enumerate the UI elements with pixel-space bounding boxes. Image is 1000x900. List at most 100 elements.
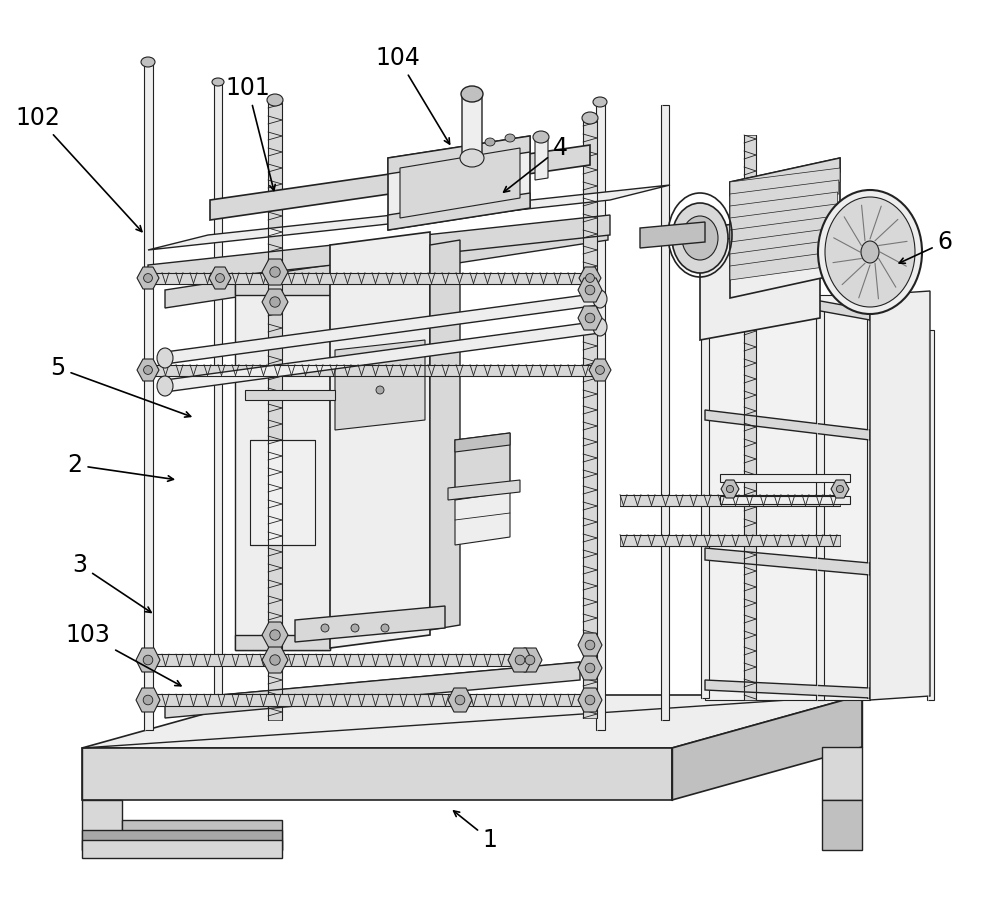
Polygon shape <box>165 293 600 364</box>
Ellipse shape <box>485 138 495 146</box>
Polygon shape <box>165 662 590 708</box>
Ellipse shape <box>381 624 389 632</box>
Polygon shape <box>330 232 430 648</box>
Polygon shape <box>730 204 836 232</box>
Polygon shape <box>137 267 159 289</box>
Polygon shape <box>148 215 610 285</box>
Ellipse shape <box>593 97 607 107</box>
Polygon shape <box>136 648 160 672</box>
Ellipse shape <box>321 624 329 632</box>
Polygon shape <box>596 100 604 730</box>
Polygon shape <box>640 222 705 248</box>
Polygon shape <box>579 267 601 289</box>
Polygon shape <box>262 259 288 285</box>
Ellipse shape <box>585 285 595 295</box>
Polygon shape <box>583 118 597 718</box>
Polygon shape <box>535 136 548 180</box>
Ellipse shape <box>144 274 152 283</box>
Polygon shape <box>744 135 756 700</box>
Ellipse shape <box>270 655 280 665</box>
Polygon shape <box>720 496 850 504</box>
Text: 101: 101 <box>226 76 275 191</box>
Polygon shape <box>136 688 160 712</box>
Polygon shape <box>705 548 870 575</box>
Polygon shape <box>430 240 460 630</box>
Polygon shape <box>730 240 833 268</box>
Ellipse shape <box>735 283 745 293</box>
Polygon shape <box>388 193 530 230</box>
Polygon shape <box>82 800 122 850</box>
Polygon shape <box>82 830 282 850</box>
Polygon shape <box>672 695 862 800</box>
Ellipse shape <box>825 197 915 307</box>
Polygon shape <box>831 480 849 498</box>
Polygon shape <box>578 656 602 680</box>
Polygon shape <box>730 228 834 256</box>
Ellipse shape <box>270 297 280 307</box>
Polygon shape <box>730 158 840 196</box>
Ellipse shape <box>585 640 595 650</box>
Polygon shape <box>822 747 862 800</box>
Ellipse shape <box>144 365 152 374</box>
Polygon shape <box>518 648 542 672</box>
Polygon shape <box>578 633 602 657</box>
Polygon shape <box>730 180 839 208</box>
Ellipse shape <box>593 290 607 308</box>
Polygon shape <box>245 390 335 400</box>
Polygon shape <box>148 364 600 375</box>
Ellipse shape <box>267 94 283 106</box>
Ellipse shape <box>582 112 598 124</box>
Polygon shape <box>148 694 590 706</box>
Polygon shape <box>620 494 840 506</box>
Text: 6: 6 <box>899 230 952 264</box>
Polygon shape <box>235 278 330 295</box>
Polygon shape <box>262 289 288 315</box>
Polygon shape <box>705 280 870 320</box>
Polygon shape <box>214 80 222 710</box>
Text: 102: 102 <box>16 106 142 231</box>
Polygon shape <box>462 93 482 162</box>
Polygon shape <box>455 492 510 545</box>
Polygon shape <box>262 647 288 673</box>
Polygon shape <box>926 330 934 700</box>
Ellipse shape <box>270 630 280 640</box>
Polygon shape <box>165 222 608 308</box>
Ellipse shape <box>586 274 594 283</box>
Text: 5: 5 <box>50 356 191 417</box>
Ellipse shape <box>515 655 525 665</box>
Polygon shape <box>730 192 838 220</box>
Polygon shape <box>578 306 602 330</box>
Polygon shape <box>730 158 840 298</box>
Ellipse shape <box>533 131 549 143</box>
Polygon shape <box>455 433 510 452</box>
Ellipse shape <box>818 190 922 314</box>
Polygon shape <box>578 688 602 712</box>
Ellipse shape <box>351 624 359 632</box>
Polygon shape <box>870 291 930 700</box>
Polygon shape <box>721 480 739 498</box>
Polygon shape <box>144 60 152 730</box>
Ellipse shape <box>505 134 515 142</box>
Polygon shape <box>508 648 532 672</box>
Polygon shape <box>448 480 520 500</box>
Ellipse shape <box>836 485 844 492</box>
Ellipse shape <box>525 655 535 665</box>
Polygon shape <box>730 168 840 196</box>
Ellipse shape <box>682 216 718 260</box>
Polygon shape <box>701 290 709 698</box>
Ellipse shape <box>376 386 384 394</box>
Polygon shape <box>210 145 590 220</box>
Ellipse shape <box>585 663 595 673</box>
Ellipse shape <box>157 376 173 396</box>
Text: 2: 2 <box>68 453 173 482</box>
Polygon shape <box>822 800 862 850</box>
Polygon shape <box>165 321 600 392</box>
Ellipse shape <box>775 276 785 286</box>
Text: 104: 104 <box>376 46 450 144</box>
Ellipse shape <box>585 313 595 323</box>
Polygon shape <box>82 748 672 800</box>
Polygon shape <box>82 840 282 858</box>
Text: 1: 1 <box>454 811 497 852</box>
Polygon shape <box>268 100 282 720</box>
Polygon shape <box>620 535 840 545</box>
